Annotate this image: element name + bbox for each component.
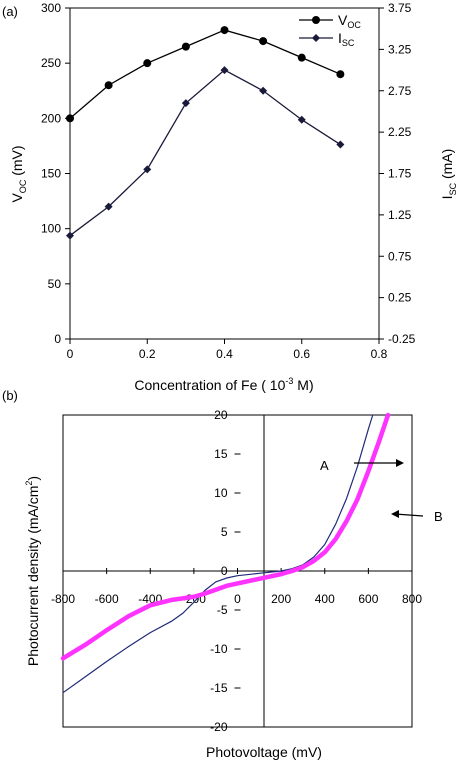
panel-a-isc-point bbox=[259, 86, 268, 95]
panel-a-y-tick-label-right: 3.75 bbox=[388, 1, 412, 15]
panel-a-plot-frame bbox=[69, 7, 380, 340]
panel-b-y-tick-label: -15 bbox=[210, 681, 228, 695]
panel-a: (a) 0 0.2 0.4 0.6 0.8 0 50 100 150 200 250 300 -0.… bbox=[2, 1, 458, 393]
panel-a-y-tick-label-left: 0 bbox=[54, 332, 61, 346]
panel-a-x-tick-label: 0 bbox=[67, 347, 74, 361]
panel-b-x-tick-label: 600 bbox=[358, 592, 378, 606]
panel-a-y-tick-label-left: 200 bbox=[41, 111, 61, 125]
panel-a-y-tick-label-right: 2.25 bbox=[388, 125, 412, 139]
panel-b-curve-b bbox=[60, 412, 391, 661]
panel-a-isc-point bbox=[104, 202, 113, 211]
panel-b-y-tick-label: 0 bbox=[221, 564, 228, 578]
panel-a-voc-point bbox=[104, 81, 113, 90]
panel-a-label: (a) bbox=[2, 4, 18, 19]
annotation-arrowhead-a bbox=[396, 459, 404, 467]
panel-b-x-tick-label: -800 bbox=[51, 592, 75, 606]
panel-a-voc-point bbox=[220, 26, 229, 35]
panel-b-y-tick-label: 15 bbox=[214, 447, 228, 461]
panel-a-isc-point bbox=[297, 115, 306, 124]
panel-b-y-tick-label: 10 bbox=[214, 486, 228, 500]
panel-a-voc-point bbox=[66, 114, 74, 123]
panel-a-series-line-isc bbox=[69, 69, 341, 237]
panel-a-y-tick-label-right: -0.25 bbox=[388, 332, 416, 346]
annotation-arrow-b bbox=[394, 513, 424, 517]
panel-b-y-tick-label: 20 bbox=[214, 408, 228, 422]
annotation-label-b: B bbox=[434, 509, 443, 524]
panel-b-x-axis-label: Photovoltage (mV) bbox=[206, 744, 322, 760]
panel-a-x-tick-label: 0.2 bbox=[139, 347, 156, 361]
panel-b-label: (b) bbox=[2, 388, 18, 403]
panel-b-x-tick-label: 0 bbox=[234, 592, 241, 606]
panel-a-series-line-voc bbox=[69, 29, 341, 119]
panel-a-y-axis-label-right: ISC (mA) bbox=[439, 149, 458, 200]
legend-isc-label: ISC bbox=[338, 30, 355, 48]
panel-a-x-tick-label: 0.6 bbox=[293, 347, 310, 361]
panel-a-legend: VOC ISC bbox=[299, 12, 361, 48]
panel-b-y-tick-label: -10 bbox=[210, 642, 228, 656]
legend-isc-marker bbox=[312, 34, 320, 42]
panel-b-curve-a bbox=[62, 414, 374, 694]
panel-b-x-tick-label: 400 bbox=[315, 592, 335, 606]
panel-b-y-tick-label: -5 bbox=[217, 603, 228, 617]
annotation-arrowhead-b bbox=[391, 510, 399, 518]
panel-a-isc-point bbox=[220, 66, 229, 75]
panel-a-isc-point bbox=[181, 99, 190, 108]
panel-a-y-tick-label-right: 3.25 bbox=[388, 42, 412, 56]
panel-a-y-tick-label-right: 1.25 bbox=[388, 208, 412, 222]
panel-b-x-tick-label: 800 bbox=[402, 592, 422, 606]
panel-a-series bbox=[66, 26, 345, 240]
panel-a-y-axis-label-left: VOC (mV) bbox=[9, 145, 28, 202]
panel-b: (b) -800 -600 -400 -200 0 200 400 600 800 -20-15… bbox=[2, 388, 443, 760]
panel-a-x-ticks: 0 0.2 0.4 0.6 0.8 bbox=[67, 339, 388, 361]
legend-voc-marker bbox=[312, 16, 320, 24]
panel-b-series bbox=[60, 412, 391, 694]
panel-a-y-ticks-left: 0 50 100 150 200 250 300 bbox=[41, 1, 70, 346]
panel-a-voc-point bbox=[143, 59, 152, 68]
panel-a-isc-point bbox=[336, 140, 345, 149]
panel-b-y-ticks: -20 -15 -10 -5 0 5 10 15 20 bbox=[210, 408, 241, 734]
panel-a-y-tick-label-right: 0.75 bbox=[388, 249, 412, 263]
panel-a-voc-point bbox=[259, 37, 268, 46]
annotation-label-a: A bbox=[320, 458, 329, 473]
legend-voc-label: VOC bbox=[338, 12, 361, 30]
panel-a-y-tick-label-left: 150 bbox=[41, 167, 61, 181]
panel-a-voc-point bbox=[297, 53, 306, 62]
panel-a-voc-point bbox=[336, 70, 345, 79]
panel-a-isc-point bbox=[66, 231, 74, 240]
panel-b-x-ticks: -800 -600 -400 -200 0 200 400 600 800 bbox=[51, 568, 422, 606]
panel-a-y-tick-label-right: 0.25 bbox=[388, 291, 412, 305]
panel-a-y-tick-label-right: 2.75 bbox=[388, 84, 412, 98]
panel-a-y-tick-label-right: 1.75 bbox=[388, 167, 412, 181]
panel-a-x-axis-label: Concentration of Fe ( 10-3 M) bbox=[134, 376, 313, 393]
panel-a-x-tick-label: 0.4 bbox=[216, 347, 233, 361]
panel-b-y-tick-label: -20 bbox=[210, 720, 228, 734]
panel-a-y-tick-label-left: 100 bbox=[41, 222, 61, 236]
panel-a-y-tick-label-left: 250 bbox=[41, 56, 61, 70]
panel-a-x-tick-label: 0.8 bbox=[371, 347, 388, 361]
panel-a-y-tick-label-left: 300 bbox=[41, 1, 61, 15]
panel-a-y-tick-label-left: 50 bbox=[48, 277, 62, 291]
panel-b-y-tick-label: 5 bbox=[221, 525, 228, 539]
panel-b-x-tick-label: -600 bbox=[95, 592, 119, 606]
panel-a-isc-point bbox=[143, 165, 152, 174]
panel-a-y-ticks-right: -0.25 0.25 0.75 1.25 1.75 2.25 2.75 3.25 3.75 bbox=[379, 1, 416, 346]
panel-a-voc-point bbox=[181, 42, 190, 51]
panel-b-x-tick-label: 200 bbox=[271, 592, 291, 606]
panel-b-y-axis-label: Photocurrent density (mA/cm2) bbox=[24, 476, 41, 666]
